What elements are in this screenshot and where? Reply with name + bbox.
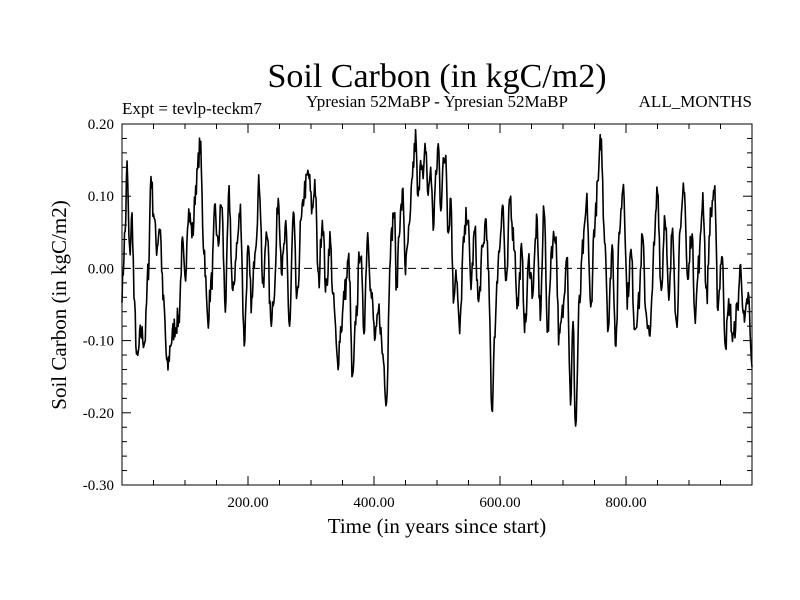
chart-subtitle-left: Expt = tevlp-teckm7: [122, 99, 262, 118]
x-tick-label: 800.00: [605, 495, 646, 511]
y-tick-label: 0.10: [88, 189, 114, 205]
x-tick-label: 200.00: [227, 495, 268, 511]
y-tick-label: -0.20: [83, 406, 114, 422]
x-tick-label: 600.00: [479, 495, 520, 511]
x-axis-label: Time (in years since start): [328, 514, 547, 538]
chart-subtitle-center: Ypresian 52MaBP - Ypresian 52MaBP: [306, 92, 568, 111]
y-tick-label: 0.00: [88, 261, 114, 277]
plot-frame: [121, 123, 753, 486]
series-line-soil-carbon: [121, 128, 753, 427]
y-tick-label: -0.30: [83, 478, 114, 494]
chart-subtitle-right: ALL_MONTHS: [639, 92, 752, 111]
y-tick-label: -0.10: [83, 334, 114, 350]
y-tick-label: 0.20: [88, 117, 114, 133]
x-tick-label: 400.00: [353, 495, 394, 511]
plot-area: 200.00 400.00 600.00 800.00 0.20 0.10 0.00 -0.1…: [83, 117, 753, 511]
chart-title: Soil Carbon (in kgC/m2): [267, 58, 606, 95]
y-axis-label: Soil Carbon (in kgC/m2): [47, 200, 71, 409]
